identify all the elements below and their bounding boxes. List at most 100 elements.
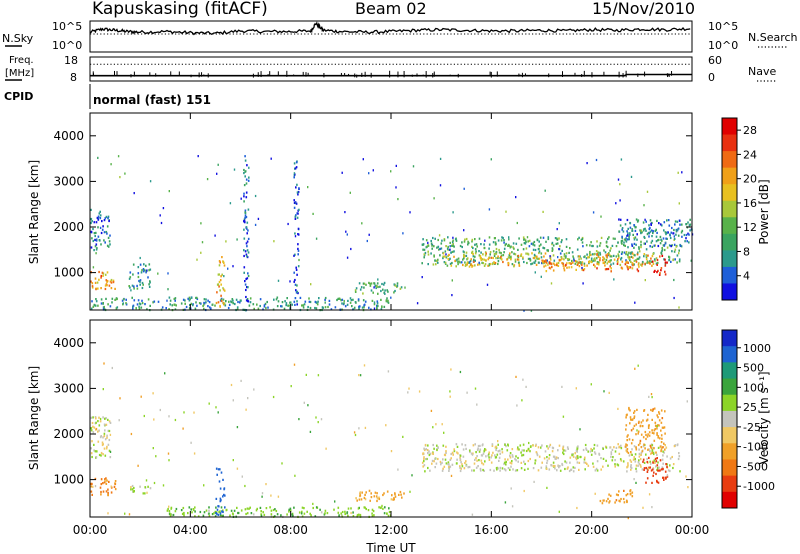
heatmap-cell bbox=[637, 432, 639, 435]
heatmap-cell bbox=[219, 510, 221, 513]
heatmap-cell bbox=[531, 252, 533, 255]
heatmap-cell bbox=[294, 253, 296, 256]
heatmap-cell bbox=[457, 257, 460, 260]
heatmap-cell bbox=[655, 240, 658, 243]
heatmap-cell bbox=[442, 444, 445, 447]
heatmap-cell bbox=[651, 235, 653, 238]
heatmap-cell bbox=[132, 490, 135, 493]
heatmap-cell bbox=[384, 506, 386, 509]
heatmap-cell bbox=[670, 260, 672, 263]
heatmap-cell bbox=[658, 412, 661, 415]
heatmap-cell bbox=[664, 231, 667, 234]
frequency-panel-frame bbox=[89, 56, 693, 82]
heatmap-cell bbox=[146, 491, 148, 494]
power-marks bbox=[90, 155, 694, 312]
heatmap-cell bbox=[364, 493, 366, 496]
heatmap-cell bbox=[289, 307, 291, 310]
heatmap-cell bbox=[216, 172, 218, 175]
heatmap-cell bbox=[606, 256, 608, 259]
heatmap-cell bbox=[461, 241, 463, 244]
heatmap-cell bbox=[456, 451, 458, 454]
heatmap-cell bbox=[212, 303, 214, 306]
heatmap-cell bbox=[664, 270, 666, 273]
heatmap-cell bbox=[595, 467, 598, 470]
heatmap-cell bbox=[465, 263, 467, 266]
heatmap-cell bbox=[600, 457, 602, 460]
heatmap-cell bbox=[628, 408, 630, 411]
heatmap-cell bbox=[462, 448, 465, 451]
heatmap-cell bbox=[627, 261, 629, 264]
heatmap-cell bbox=[624, 223, 627, 226]
heatmap-cell bbox=[140, 271, 143, 274]
heatmap-cell bbox=[661, 224, 663, 227]
heatmap-cell bbox=[426, 449, 429, 452]
heatmap-cell bbox=[159, 214, 161, 217]
heatmap-cell bbox=[444, 261, 447, 264]
heatmap-cell bbox=[570, 468, 573, 471]
heatmap-cell bbox=[594, 492, 596, 495]
heatmap-cell bbox=[137, 272, 140, 275]
heatmap-cell bbox=[452, 243, 454, 246]
heatmap-cell bbox=[591, 449, 593, 452]
heatmap-cell bbox=[344, 211, 346, 214]
heatmap-cell bbox=[479, 467, 482, 470]
heatmap-cell bbox=[222, 287, 224, 290]
heatmap-cell bbox=[216, 508, 219, 511]
heatmap-cell bbox=[95, 287, 97, 290]
heatmap-cell bbox=[260, 510, 262, 513]
heatmap-cell bbox=[523, 468, 526, 471]
heatmap-cell bbox=[503, 241, 505, 244]
velocity-xlabel: Time UT bbox=[365, 541, 416, 554]
heatmap-cell bbox=[473, 260, 475, 263]
heatmap-cell bbox=[676, 261, 678, 264]
heatmap-cell bbox=[666, 465, 668, 468]
heatmap-cell bbox=[148, 285, 151, 288]
heatmap-cell bbox=[358, 427, 360, 430]
heatmap-cell bbox=[146, 308, 148, 311]
heatmap-cell bbox=[626, 470, 628, 473]
heatmap-cell bbox=[295, 166, 298, 169]
heatmap-cell bbox=[603, 261, 606, 264]
heatmap-cell bbox=[603, 257, 606, 260]
heatmap-cell bbox=[520, 254, 522, 258]
heatmap-cell bbox=[467, 466, 469, 469]
heatmap-cell bbox=[309, 512, 311, 515]
heatmap-cell bbox=[304, 300, 307, 303]
heatmap-cell bbox=[147, 298, 150, 301]
heatmap-cell bbox=[451, 241, 454, 244]
heatmap-cell bbox=[115, 307, 118, 310]
heatmap-cell bbox=[630, 260, 632, 263]
heatmap-cell bbox=[657, 238, 660, 241]
heatmap-cell bbox=[652, 262, 655, 265]
heatmap-cell bbox=[370, 492, 372, 495]
heatmap-cell bbox=[504, 443, 506, 446]
heatmap-cell bbox=[477, 447, 479, 450]
colorbar-swatch bbox=[722, 346, 737, 363]
heatmap-cell bbox=[515, 455, 517, 458]
heatmap-cell bbox=[645, 248, 648, 251]
heatmap-cell bbox=[435, 263, 437, 266]
heatmap-cell bbox=[622, 460, 625, 463]
heatmap-cell bbox=[628, 454, 631, 457]
heatmap-cell bbox=[549, 258, 552, 261]
heatmap-cell bbox=[174, 299, 176, 302]
heatmap-cell bbox=[676, 228, 679, 231]
heatmap-cell bbox=[506, 449, 509, 452]
heatmap-cell bbox=[110, 278, 113, 282]
heatmap-cell bbox=[358, 374, 360, 377]
heatmap-cell bbox=[627, 246, 629, 249]
heatmap-cell bbox=[428, 450, 430, 453]
heatmap-cell bbox=[562, 448, 564, 451]
heatmap-cell bbox=[634, 453, 637, 456]
heatmap-cell bbox=[93, 221, 96, 224]
heatmap-cell bbox=[231, 512, 234, 515]
heatmap-cell bbox=[558, 466, 560, 469]
heatmap-cell bbox=[437, 258, 439, 261]
heatmap-cell bbox=[519, 444, 522, 447]
heatmap-cell bbox=[257, 217, 260, 220]
heatmap-cell bbox=[261, 492, 264, 495]
heatmap-cell bbox=[432, 443, 434, 447]
heatmap-cell bbox=[250, 512, 253, 515]
heatmap-cell bbox=[246, 227, 248, 230]
heatmap-cell bbox=[476, 448, 479, 452]
